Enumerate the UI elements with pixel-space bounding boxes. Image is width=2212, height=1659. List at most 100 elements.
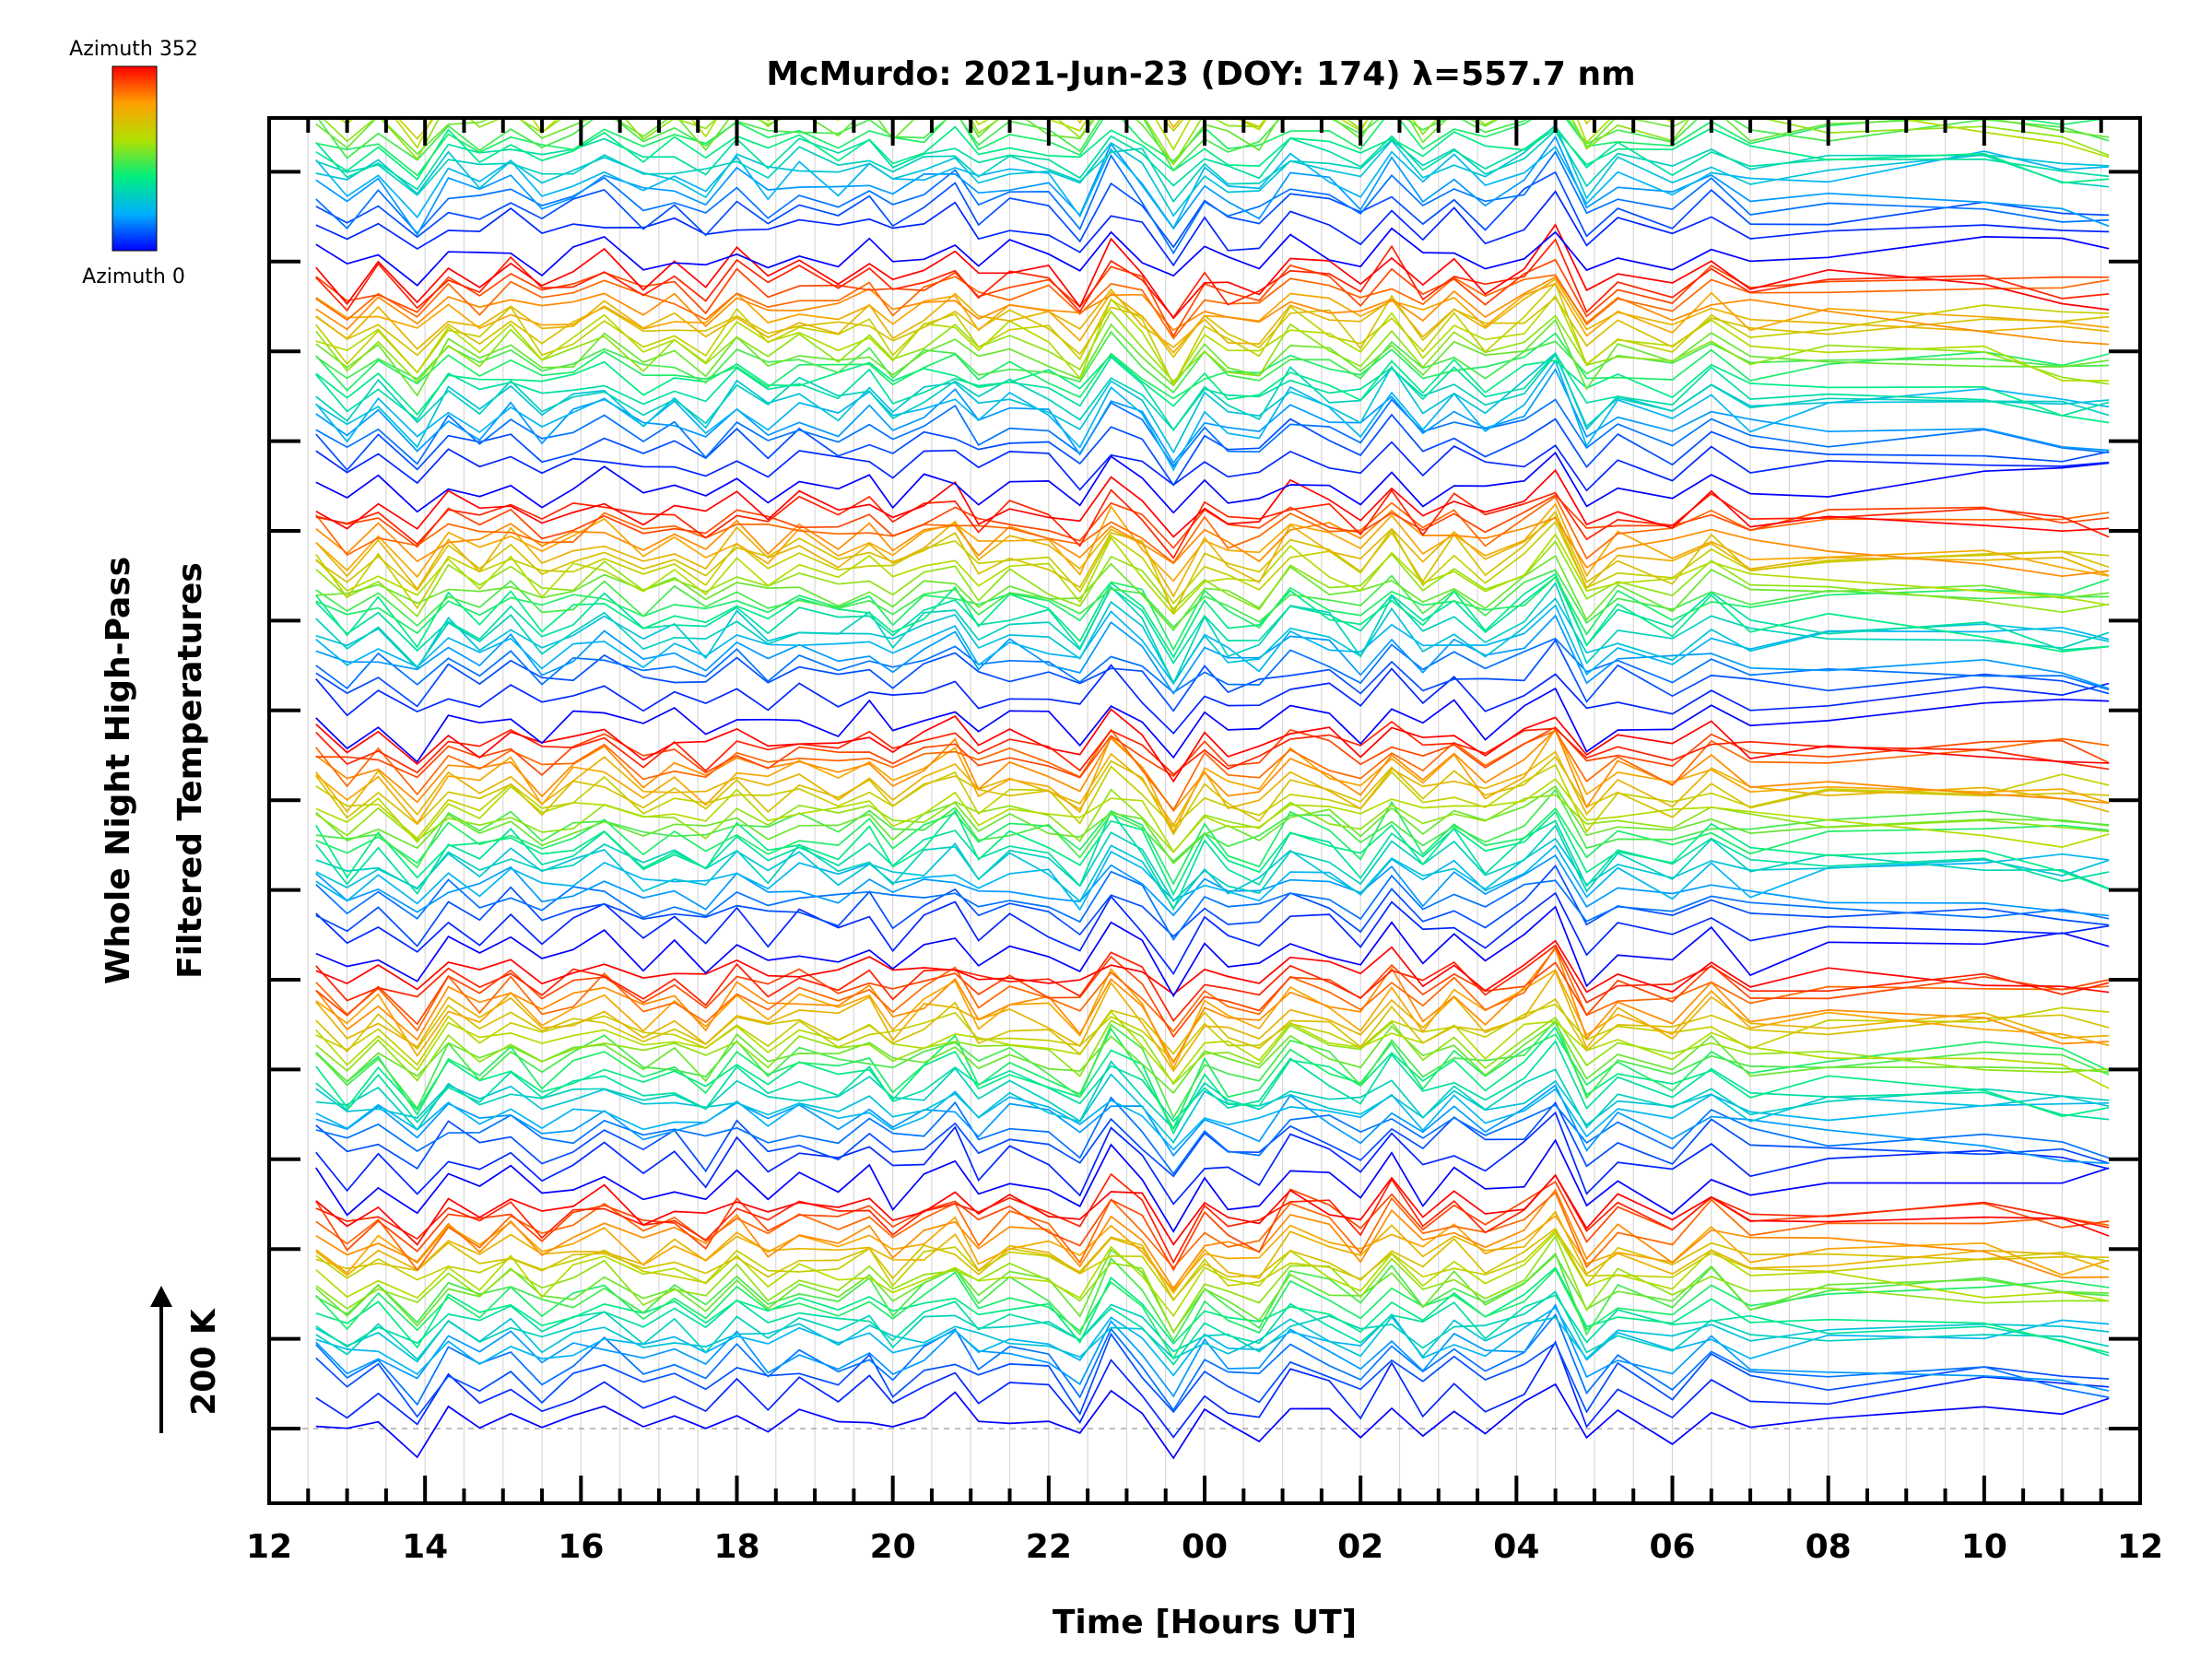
series-line xyxy=(315,1227,2110,1301)
x-tick-label: 22 xyxy=(1026,1528,1072,1566)
series-line xyxy=(315,597,2110,685)
series-line xyxy=(315,575,2110,652)
x-tick-label: 06 xyxy=(1649,1528,1695,1566)
series-line xyxy=(315,1191,2110,1272)
series-line xyxy=(315,664,2110,735)
series-line xyxy=(315,124,2110,218)
series-line xyxy=(315,854,2110,917)
series-line xyxy=(315,569,2110,629)
axes xyxy=(267,116,2142,1505)
series-line xyxy=(315,277,2110,350)
series-line xyxy=(315,582,2110,686)
series-line xyxy=(315,763,2110,840)
series-line xyxy=(315,223,2110,320)
series-line xyxy=(315,540,2110,618)
series-line xyxy=(315,1027,2110,1131)
series-line xyxy=(315,1312,2110,1412)
series-line xyxy=(315,687,2110,763)
series-line xyxy=(315,135,2110,237)
series-line xyxy=(315,227,2110,287)
series-line xyxy=(315,865,2110,947)
series-line xyxy=(315,997,2110,1055)
x-tick-label: 16 xyxy=(558,1528,604,1566)
series-line xyxy=(315,967,2110,1071)
colorbar-gradient xyxy=(112,65,158,252)
series-line xyxy=(315,1306,2110,1377)
series-line xyxy=(316,0,2109,10)
series-line xyxy=(315,190,2110,267)
series-line xyxy=(315,1111,2110,1206)
y-axis-label-line2: Filtered Temperatures xyxy=(171,562,209,979)
series-line xyxy=(315,1303,2110,1398)
x-tick-label: 18 xyxy=(713,1528,759,1566)
series-line xyxy=(315,727,2110,834)
series-line xyxy=(315,495,2110,564)
series-line xyxy=(315,554,2110,632)
series-line xyxy=(315,1060,2110,1132)
series-line xyxy=(315,353,2110,431)
x-tick-label: 12 xyxy=(246,1528,292,1566)
series-line xyxy=(315,282,2110,354)
series-line xyxy=(315,614,2110,696)
series-line xyxy=(315,721,2110,776)
series-line xyxy=(315,510,2110,615)
series-line xyxy=(315,728,2110,813)
series-line xyxy=(321,118,2110,166)
x-tick-label: 10 xyxy=(1961,1528,2007,1566)
series-line xyxy=(315,1084,2110,1165)
series-line xyxy=(315,1026,2110,1135)
x-tick-label: 04 xyxy=(1493,1528,1539,1566)
x-tick-label: 02 xyxy=(1337,1528,1383,1566)
series-group xyxy=(315,0,2110,1460)
colorbar-top-label: Azimuth 352 xyxy=(69,38,198,61)
series-line xyxy=(315,970,2110,1073)
series-line xyxy=(315,1214,2110,1292)
chart-title: McMurdo: 2021-Jun-23 (DOY: 174) λ=557.7 … xyxy=(766,55,1635,93)
scale-bar: 200 K xyxy=(150,1286,223,1433)
series-line xyxy=(315,294,2110,359)
series-line xyxy=(315,572,2110,659)
series-line xyxy=(315,1382,2110,1460)
series-line xyxy=(315,1016,2110,1086)
series-line xyxy=(315,725,2110,779)
series-line xyxy=(315,637,2110,694)
y-axis-label-line1: Whole Night High-Pass xyxy=(100,557,137,984)
series-line xyxy=(315,639,2110,712)
colorbar-bottom-label: Azimuth 0 xyxy=(82,265,185,288)
x-tick-label: 00 xyxy=(1182,1528,1228,1566)
x-tick-label: 08 xyxy=(1806,1528,1852,1566)
series-line xyxy=(315,785,2110,865)
scale-bar-arrow-icon xyxy=(150,1286,172,1307)
series-line xyxy=(315,488,2110,559)
series-line xyxy=(315,1100,2110,1178)
series-line xyxy=(315,1172,2110,1265)
series-line xyxy=(316,0,2109,2)
series-line xyxy=(315,1040,2110,1124)
series-line xyxy=(315,398,2110,468)
series-line xyxy=(315,1088,2110,1151)
series-line xyxy=(315,870,2110,942)
series-line xyxy=(315,359,2110,472)
series-line xyxy=(315,171,2110,249)
series-line xyxy=(315,129,2110,204)
series-line xyxy=(315,274,2110,340)
series-line xyxy=(315,351,2110,454)
colorbar: Azimuth 352 Azimuth 0 xyxy=(69,38,198,288)
series-line xyxy=(315,494,2110,549)
series-line xyxy=(315,451,2110,514)
series-line xyxy=(315,330,2110,394)
series-line xyxy=(315,750,2110,827)
series-line xyxy=(315,281,2110,387)
series-line xyxy=(315,891,2110,976)
series-line xyxy=(315,809,2110,912)
series-line xyxy=(315,955,2110,1039)
series-line xyxy=(316,0,2109,64)
series-line xyxy=(315,708,2110,783)
series-line xyxy=(396,118,1677,140)
series-line xyxy=(315,905,2110,998)
series-line xyxy=(315,1267,2110,1360)
series-line xyxy=(316,0,2109,18)
series-line xyxy=(315,368,2110,465)
x-tick-label: 14 xyxy=(402,1528,448,1566)
